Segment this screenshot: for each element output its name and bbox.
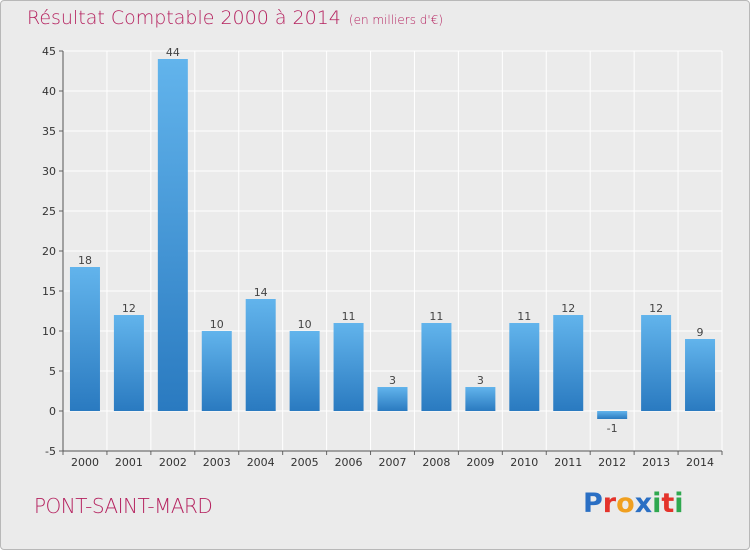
bar-2009[interactable] bbox=[465, 387, 496, 411]
chart-title-text: Résultat Comptable 2000 à 2014 bbox=[27, 7, 341, 29]
bar-2006[interactable] bbox=[333, 323, 364, 411]
chart-unit-label: (en milliers d'€) bbox=[348, 13, 444, 27]
y-tick-label: 0 bbox=[49, 405, 56, 418]
bar-2013[interactable] bbox=[641, 315, 672, 411]
logo-letter: r bbox=[602, 488, 617, 519]
x-tick-label: 2006 bbox=[335, 456, 363, 469]
data-label-2005: 10 bbox=[298, 318, 312, 331]
logo-letter: x bbox=[634, 488, 653, 519]
bar-2008[interactable] bbox=[421, 323, 452, 411]
y-tick-label: 5 bbox=[49, 365, 56, 378]
chart-title: Résultat Comptable 2000 à 2014 (en millie… bbox=[27, 7, 443, 29]
y-tick-label: 45 bbox=[42, 45, 56, 58]
bars bbox=[69, 59, 716, 419]
labels: -5 0 5 10 15 20 25 30 35 40 45 18 2000 12 2001 44 2002 10… bbox=[42, 45, 714, 469]
y-tick-label: -5 bbox=[45, 445, 56, 458]
x-tick-label: 2007 bbox=[379, 456, 407, 469]
data-label-2008: 11 bbox=[429, 310, 443, 323]
logo-letter: i bbox=[674, 488, 684, 519]
x-tick-label: 2011 bbox=[554, 456, 582, 469]
bar-2000[interactable] bbox=[69, 267, 100, 411]
x-tick-label: 2001 bbox=[115, 456, 143, 469]
x-tick-label: 2013 bbox=[642, 456, 670, 469]
x-tick-label: 2009 bbox=[466, 456, 494, 469]
y-tick-label: 15 bbox=[42, 285, 56, 298]
bar-2012[interactable] bbox=[597, 411, 628, 419]
town-name: PONT-SAINT-MARD bbox=[34, 494, 213, 518]
x-tick-label: 2003 bbox=[203, 456, 231, 469]
x-tick-label: 2002 bbox=[159, 456, 187, 469]
x-tick-label: 2000 bbox=[71, 456, 99, 469]
x-tick-label: 2008 bbox=[422, 456, 450, 469]
x-tick-label: 2012 bbox=[598, 456, 626, 469]
data-label-2007: 3 bbox=[389, 374, 396, 387]
y-tick-label: 30 bbox=[42, 165, 56, 178]
y-tick-label: 10 bbox=[42, 325, 56, 338]
bar-2003[interactable] bbox=[201, 331, 232, 411]
data-label-2002: 44 bbox=[166, 46, 180, 59]
bar-2002[interactable] bbox=[157, 59, 188, 411]
y-tick-label: 40 bbox=[42, 85, 56, 98]
data-label-2011: 12 bbox=[561, 302, 575, 315]
bar-2004[interactable] bbox=[245, 299, 276, 411]
x-tick-label: 2005 bbox=[291, 456, 319, 469]
bar-2007[interactable] bbox=[377, 387, 408, 411]
bar-2001[interactable] bbox=[113, 315, 144, 411]
data-label-2000: 18 bbox=[78, 254, 92, 267]
x-tick-label: 2014 bbox=[686, 456, 714, 469]
axes bbox=[59, 50, 723, 455]
proxiti-logo[interactable]: Proxiti bbox=[583, 488, 684, 519]
y-tick-label: 25 bbox=[42, 205, 56, 218]
data-label-2010: 11 bbox=[517, 310, 531, 323]
data-label-2006: 11 bbox=[342, 310, 356, 323]
logo-letter: i bbox=[652, 488, 662, 519]
x-tick-label: 2004 bbox=[247, 456, 275, 469]
y-tick-label: 20 bbox=[42, 245, 56, 258]
logo-letter: P bbox=[583, 488, 603, 519]
y-tick-label: 35 bbox=[42, 125, 56, 138]
data-label-2003: 10 bbox=[210, 318, 224, 331]
bar-2005[interactable] bbox=[289, 331, 320, 411]
bar-2010[interactable] bbox=[509, 323, 540, 411]
bar-2011[interactable] bbox=[553, 315, 584, 411]
data-label-2014: 9 bbox=[697, 326, 704, 339]
data-label-2012: -1 bbox=[607, 422, 618, 435]
logo-letter: t bbox=[661, 488, 675, 519]
x-tick-label: 2010 bbox=[510, 456, 538, 469]
data-label-2004: 14 bbox=[254, 286, 268, 299]
data-label-2009: 3 bbox=[477, 374, 484, 387]
data-label-2001: 12 bbox=[122, 302, 136, 315]
logo-letter: o bbox=[616, 488, 635, 519]
bar-2014[interactable] bbox=[685, 339, 716, 411]
data-label-2013: 12 bbox=[649, 302, 663, 315]
